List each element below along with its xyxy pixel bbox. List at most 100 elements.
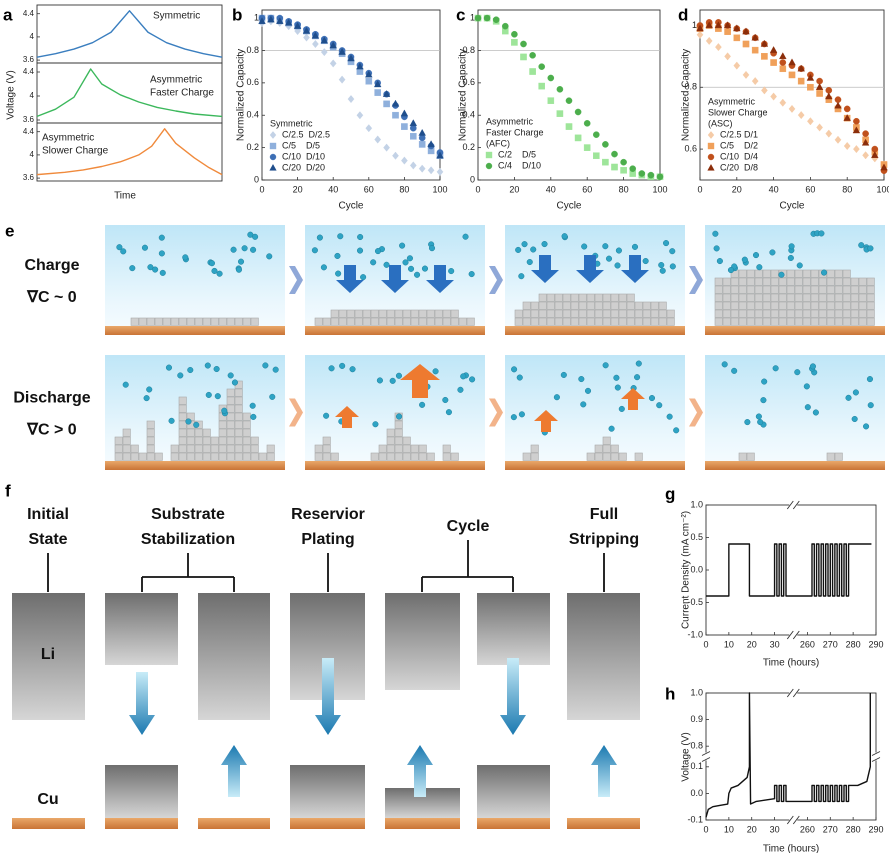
li-block (626, 317, 635, 326)
li-block (386, 452, 395, 461)
li-ion (152, 266, 159, 273)
li-block (770, 285, 779, 294)
li-block (658, 309, 667, 318)
point (556, 110, 564, 117)
li-block (178, 436, 187, 445)
li-block (226, 412, 235, 421)
point (696, 30, 704, 39)
li-ion (727, 267, 735, 274)
li-block (842, 277, 851, 286)
li-ion (634, 374, 641, 381)
li-block (154, 317, 163, 326)
panel-letter: a (3, 5, 13, 24)
li-block (322, 317, 331, 326)
axis-break-mark (792, 688, 800, 698)
y-axis-label: Voltage (V) (6, 70, 17, 119)
li-block (218, 428, 227, 437)
li-block (562, 301, 571, 310)
point (825, 92, 833, 100)
li-block (802, 269, 811, 278)
li-ion (526, 258, 533, 266)
y-tick-label: 0.8 (462, 45, 475, 55)
li-block (618, 317, 627, 326)
li-block (522, 301, 531, 310)
li-block (266, 444, 275, 453)
axis-break-mark (792, 815, 800, 825)
li-block (658, 301, 667, 310)
li-block (442, 444, 451, 453)
flux-arrow (534, 410, 558, 432)
li-block (202, 452, 211, 461)
li-block (770, 293, 779, 302)
x-tick-label: 20 (747, 824, 757, 834)
li-ion (349, 366, 356, 373)
li-block (770, 269, 779, 278)
point (418, 164, 426, 173)
li-block (738, 269, 747, 278)
li-electrode (385, 593, 460, 690)
li-block (514, 309, 523, 318)
li-block (570, 293, 579, 302)
point (779, 59, 787, 66)
stage-title: Reservior (291, 506, 365, 523)
x-tick-label: 20 (293, 184, 303, 194)
li-block (754, 293, 763, 302)
x-tick-label: 290 (868, 824, 883, 834)
li-block (442, 309, 451, 318)
li-block (858, 277, 867, 286)
li-ion (614, 384, 621, 391)
point (770, 92, 777, 101)
point (807, 83, 814, 91)
axis-break-mark (701, 757, 711, 762)
li-block (786, 317, 795, 326)
x-tick-label: 60 (582, 184, 592, 194)
li-block (378, 452, 387, 461)
point (418, 134, 426, 142)
li-ion (741, 256, 748, 263)
li-ion (858, 242, 865, 249)
li-ion (241, 245, 248, 252)
li-block (738, 301, 747, 310)
x-tick-label: 40 (769, 184, 779, 194)
li-block (242, 412, 251, 421)
li-block (762, 317, 771, 326)
point (834, 101, 842, 109)
li-ion (656, 402, 663, 409)
y-tick-label: 4 (30, 91, 35, 100)
li-ion (772, 365, 779, 372)
li-electrode (567, 593, 640, 720)
li-block (450, 452, 459, 461)
legend-swatch (269, 153, 277, 161)
point (511, 30, 518, 38)
li-ion (402, 259, 409, 266)
li-ion (272, 366, 279, 373)
point (583, 144, 591, 151)
li-block (202, 317, 211, 326)
li-ion (250, 246, 257, 253)
li-block (754, 277, 763, 286)
point (647, 171, 655, 179)
li-block (386, 436, 395, 445)
li-block (402, 452, 411, 461)
li-block (762, 277, 771, 286)
li-ion (227, 372, 234, 379)
point (392, 111, 399, 119)
annotation: Asymmetric (150, 75, 202, 86)
point (761, 53, 768, 60)
legend-swatch (707, 153, 715, 161)
plated-li (477, 765, 550, 818)
li-ion (193, 421, 200, 428)
data-line (706, 543, 872, 597)
li-block (346, 317, 355, 326)
li-block (522, 317, 531, 326)
point (620, 158, 627, 166)
point (843, 105, 851, 113)
li-block (330, 309, 339, 318)
li-ion (804, 404, 811, 411)
li-block (746, 301, 755, 310)
li-block (170, 452, 179, 461)
li-block (146, 436, 155, 445)
li-block (834, 317, 843, 326)
point (656, 173, 664, 181)
li-block (746, 452, 755, 461)
